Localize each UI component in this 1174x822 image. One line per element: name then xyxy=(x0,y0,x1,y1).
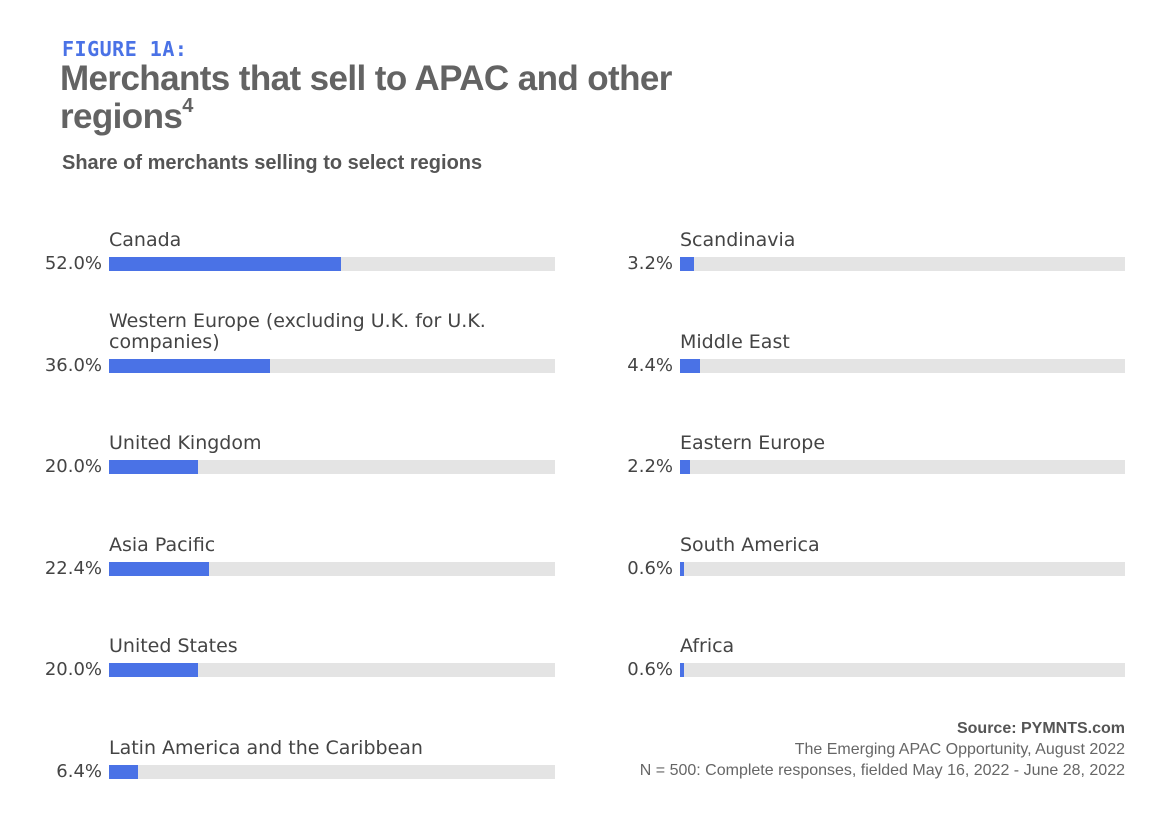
bar-track-africa xyxy=(680,663,1125,677)
source-note: Source: PYMNTS.com The Emerging APAC Opp… xyxy=(640,718,1125,781)
value-label-united-states: 20.0% xyxy=(44,659,102,680)
category-label-united-states: United States xyxy=(109,635,238,657)
bar-scandinavia xyxy=(680,257,694,271)
bar-track-scandinavia xyxy=(680,257,1125,271)
bar-south-america xyxy=(680,562,684,576)
category-label-united-kingdom: United Kingdom xyxy=(109,432,262,454)
bar-track-eastern-europe xyxy=(680,460,1125,474)
bar-track-asia-pacific xyxy=(109,562,555,576)
bar-canada xyxy=(109,257,341,271)
title-footnote: 4 xyxy=(182,95,193,117)
bar-track-latin-america-and-the-caribbean xyxy=(109,765,555,779)
bar-latin-america-and-the-caribbean xyxy=(109,765,138,779)
bar-track-western-europe-excluding-u-k-for-u-k-companies xyxy=(109,359,555,373)
value-label-eastern-europe: 2.2% xyxy=(627,456,673,477)
value-label-canada: 52.0% xyxy=(44,253,102,274)
category-label-middle-east: Middle East xyxy=(680,331,790,353)
source-title: Source: PYMNTS.com xyxy=(956,720,1125,737)
bar-united-states xyxy=(109,663,198,677)
category-label-latin-america-and-the-caribbean: Latin America and the Caribbean xyxy=(109,737,423,759)
bar-track-united-kingdom xyxy=(109,460,555,474)
value-label-middle-east: 4.4% xyxy=(627,355,673,376)
bar-western-europe-excluding-u-k-for-u-k-companies xyxy=(109,359,270,373)
category-label-western-europe-excluding-u-k-for-u-k-companies: Western Europe (excluding U.K. for U.K. … xyxy=(109,310,486,353)
bar-middle-east xyxy=(680,359,700,373)
bar-asia-pacific xyxy=(109,562,209,576)
bar-track-canada xyxy=(109,257,555,271)
category-label-africa: Africa xyxy=(680,635,735,657)
bar-africa xyxy=(680,663,684,677)
bar-track-south-america xyxy=(680,562,1125,576)
figure-label: FIGURE 1A: xyxy=(62,37,188,61)
category-label-south-america: South America xyxy=(680,534,820,556)
value-label-asia-pacific: 22.4% xyxy=(44,558,102,579)
value-label-western-europe-excluding-u-k-for-u-k-companies: 36.0% xyxy=(44,355,102,376)
source-line-2: N = 500: Complete responses, fielded May… xyxy=(639,762,1125,779)
value-label-scandinavia: 3.2% xyxy=(627,253,673,274)
value-label-south-america: 0.6% xyxy=(627,558,673,579)
category-label-asia-pacific: Asia Pacific xyxy=(109,534,216,556)
category-label-scandinavia: Scandinavia xyxy=(680,229,796,251)
bar-track-united-states xyxy=(109,663,555,677)
category-label-canada: Canada xyxy=(109,229,182,251)
bar-eastern-europe xyxy=(680,460,690,474)
source-line-1: The Emerging APAC Opportunity, August 20… xyxy=(794,741,1125,758)
chart-subtitle: Share of merchants selling to select reg… xyxy=(62,152,483,174)
bar-track-middle-east xyxy=(680,359,1125,373)
bar-united-kingdom xyxy=(109,460,198,474)
chart-title: Merchants that sell to APAC and other re… xyxy=(60,60,700,136)
value-label-latin-america-and-the-caribbean: 6.4% xyxy=(56,761,102,782)
category-label-eastern-europe: Eastern Europe xyxy=(680,432,826,454)
chart-title-text: Merchants that sell to APAC and other re… xyxy=(60,59,672,136)
value-label-africa: 0.6% xyxy=(627,659,673,680)
value-label-united-kingdom: 20.0% xyxy=(44,456,102,477)
